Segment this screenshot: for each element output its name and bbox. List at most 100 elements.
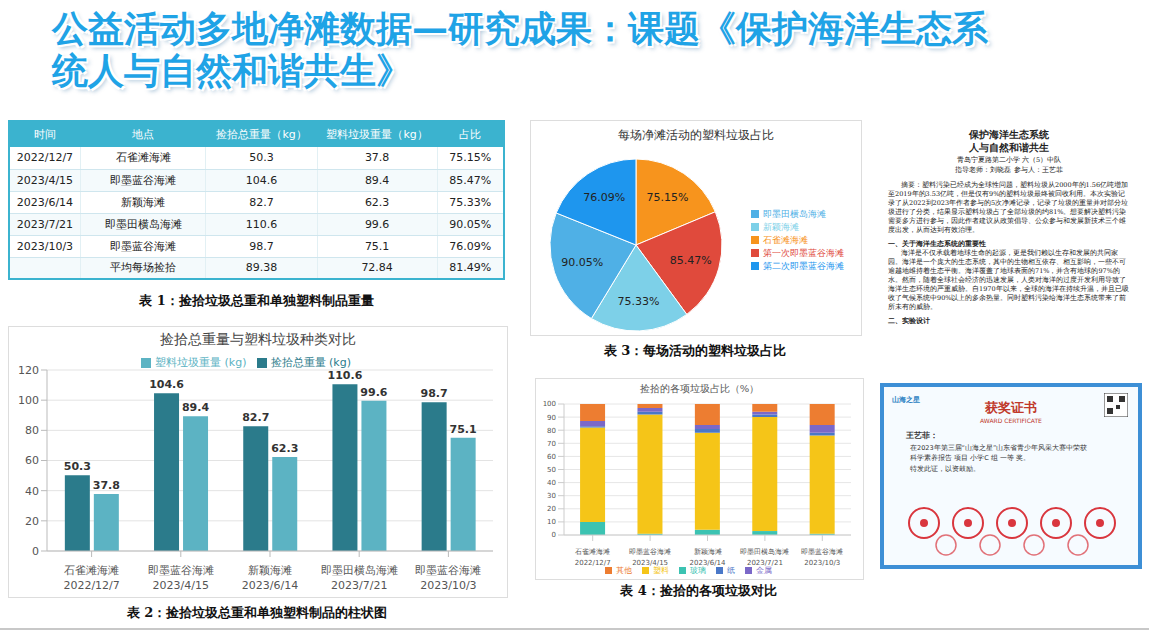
svg-text:即墨蓝谷海滩: 即墨蓝谷海滩 xyxy=(801,548,843,556)
html-text:62.3: 62.3 xyxy=(364,195,390,209)
svg-text:104.6: 104.6 xyxy=(149,378,184,391)
html-text:75.1: 75.1 xyxy=(364,239,390,253)
svg-text:50.3: 50.3 xyxy=(64,460,91,473)
svg-text:90: 90 xyxy=(547,414,556,422)
html-text:海洋是不仅承载着地球生命的起源，更是我们赖以生存和发展的共同: 海洋是不仅承载着地球生命的起源，更是我们赖以生存和发展的共同家园。海洋是一个庞大… xyxy=(888,249,1129,311)
svg-text:76.09%: 76.09% xyxy=(583,191,625,204)
svg-text:即墨蓝谷海滩: 即墨蓝谷海滩 xyxy=(148,564,214,577)
html-text:76.09%: 76.09% xyxy=(449,239,492,253)
html-text:75.15%: 75.15% xyxy=(449,151,492,165)
svg-text:80: 80 xyxy=(25,424,39,437)
svg-text:20: 20 xyxy=(547,505,556,513)
html-text:捡拾总重量 (kg): 捡拾总重量 (kg) xyxy=(270,356,351,369)
svg-text:石雀滩海滩: 石雀滩海滩 xyxy=(575,548,610,556)
html-text:表 3：每场活动的塑料垃圾占比: 表 3：每场活动的塑料垃圾占比 xyxy=(603,343,787,358)
html-text:81.49%: 81.49% xyxy=(449,261,492,275)
svg-text:99.6: 99.6 xyxy=(360,386,387,399)
html-text:104.6: 104.6 xyxy=(245,173,278,187)
html-text:2022/12/7: 2022/12/7 xyxy=(16,151,74,165)
svg-text:70: 70 xyxy=(547,440,556,448)
svg-text:75.15%: 75.15% xyxy=(646,191,688,204)
html-text:塑料垃圾重量（kg）: 塑料垃圾重量（kg） xyxy=(326,128,428,141)
svg-text:即墨田横岛海滩: 即墨田横岛海滩 xyxy=(321,564,398,577)
svg-text:100: 100 xyxy=(18,394,39,407)
svg-text:即墨田横岛海滩: 即墨田横岛海滩 xyxy=(740,548,789,556)
svg-text:120: 120 xyxy=(18,364,39,377)
html-text:摘要：塑料污染已经成为全球性问题，塑料垃圾从2000年的1.: 摘要：塑料污染已经成为全球性问题，塑料垃圾从2000年的1.56亿吨增加至201… xyxy=(888,181,1129,234)
svg-text:即墨蓝谷海滩: 即墨蓝谷海滩 xyxy=(415,564,481,577)
svg-text:10: 10 xyxy=(547,518,556,526)
svg-text:110.6: 110.6 xyxy=(328,369,363,382)
svg-text:2023/6/14: 2023/6/14 xyxy=(690,559,726,567)
html-text:2023/10/3: 2023/10/3 xyxy=(16,239,74,253)
svg-text:75.33%: 75.33% xyxy=(617,295,659,308)
svg-text:90.05%: 90.05% xyxy=(561,256,603,269)
html-text:即墨蓝谷海滩: 即墨蓝谷海滩 xyxy=(110,173,177,187)
html-text:90.05%: 90.05% xyxy=(449,217,492,231)
svg-text:2023/4/15: 2023/4/15 xyxy=(153,579,209,592)
html-text:110.6: 110.6 xyxy=(245,217,278,231)
html-text:新颖海滩: 新颖海滩 xyxy=(121,195,166,209)
html-text:捡拾总重量（kg）: 捡拾总重量（kg） xyxy=(216,128,307,141)
svg-text:80: 80 xyxy=(547,427,556,435)
html-text:每场净滩活动的塑料垃圾占比: 每场净滩活动的塑料垃圾占比 xyxy=(618,128,774,142)
svg-text:2023/10/3: 2023/10/3 xyxy=(420,579,476,592)
svg-text:2023/6/14: 2023/6/14 xyxy=(242,579,298,592)
html-text:85.47%: 85.47% xyxy=(449,173,492,187)
svg-text:2023/4/15: 2023/4/15 xyxy=(632,559,668,567)
html-text:即墨田横岛海滩: 即墨田横岛海滩 xyxy=(763,208,826,219)
html-text:2023/7/21: 2023/7/21 xyxy=(16,217,74,231)
html-text:72.84: 72.84 xyxy=(361,261,393,275)
html-text:时间: 时间 xyxy=(34,128,57,141)
html-text:82.7: 82.7 xyxy=(249,195,274,209)
html-text:75.33%: 75.33% xyxy=(449,195,492,209)
html-text:表 4：捡拾的各项垃圾对比: 表 4：捡拾的各项垃圾对比 xyxy=(620,583,777,598)
html-text:即墨田横岛海滩: 即墨田横岛海滩 xyxy=(104,217,182,231)
svg-text:60: 60 xyxy=(25,454,39,467)
svg-text:75.1: 75.1 xyxy=(450,423,477,436)
svg-text:100: 100 xyxy=(543,400,556,408)
html-text:表 2：捡拾垃圾总重和单独塑料制品的柱状图: 表 2：捡拾垃圾总重和单独塑料制品的柱状图 xyxy=(126,605,388,620)
html-text:塑料垃圾重量 (kg): 塑料垃圾重量 (kg) xyxy=(155,356,247,369)
html-text:占比: 占比 xyxy=(459,128,481,141)
svg-text:20: 20 xyxy=(25,515,39,528)
html-text:50.3: 50.3 xyxy=(249,151,274,165)
svg-text:0: 0 xyxy=(552,531,556,539)
svg-text:40: 40 xyxy=(25,485,39,498)
svg-text:2022/12/7: 2022/12/7 xyxy=(575,559,611,567)
html-text:89.4: 89.4 xyxy=(364,173,390,187)
svg-text:50: 50 xyxy=(547,466,556,474)
html-text:99.6: 99.6 xyxy=(364,217,390,231)
html-text:公益活动多地净滩数据—研究成果：课题《保护海洋生态系统人与自: 公益活动多地净滩数据—研究成果：课题《保护海洋生态系统人与自然和谐共生》 xyxy=(52,8,988,91)
html-text:37.8: 37.8 xyxy=(364,151,390,165)
html-text:地点: 地点 xyxy=(132,128,155,141)
svg-text:82.7: 82.7 xyxy=(242,411,269,424)
html-text:获奖证书: 获奖证书 xyxy=(985,400,1037,415)
svg-text:2023/10/3: 2023/10/3 xyxy=(804,559,840,567)
svg-text:石雀滩海滩: 石雀滩海滩 xyxy=(64,564,119,577)
svg-text:98.7: 98.7 xyxy=(421,387,448,400)
html-text:2023/4/15: 2023/4/15 xyxy=(16,173,74,187)
svg-text:40: 40 xyxy=(547,479,556,487)
html-text:平均每场捡拾: 平均每场捡拾 xyxy=(110,261,177,275)
svg-text:85.47%: 85.47% xyxy=(670,254,712,267)
html-text:98.7: 98.7 xyxy=(249,239,274,253)
html-text:2023/6/14: 2023/6/14 xyxy=(16,195,74,209)
html-text:89.38: 89.38 xyxy=(245,261,278,275)
html-text:即墨蓝谷海滩: 即墨蓝谷海滩 xyxy=(110,239,177,253)
svg-text:30: 30 xyxy=(547,492,556,500)
svg-text:0: 0 xyxy=(32,545,39,558)
html-text:石雀滩海滩: 石雀滩海滩 xyxy=(115,151,171,165)
html-text:捡拾总重量与塑料垃圾种类对比: 捡拾总重量与塑料垃圾种类对比 xyxy=(160,331,356,347)
svg-text:62.3: 62.3 xyxy=(271,442,298,455)
svg-text:2022/12/7: 2022/12/7 xyxy=(63,579,119,592)
svg-text:37.8: 37.8 xyxy=(93,479,120,492)
svg-text:89.4: 89.4 xyxy=(182,401,209,414)
svg-text:2023/7/21: 2023/7/21 xyxy=(331,579,387,592)
svg-text:新颖海滩: 新颖海滩 xyxy=(248,564,292,577)
html-text:表 1：捡拾垃圾总重和单独塑料制品重量: 表 1：捡拾垃圾总重和单独塑料制品重量 xyxy=(139,293,374,308)
svg-text:即墨蓝谷海滩: 即墨蓝谷海滩 xyxy=(629,548,671,556)
svg-text:2023/7/21: 2023/7/21 xyxy=(747,559,783,567)
svg-text:新颖海滩: 新颖海滩 xyxy=(694,548,722,556)
svg-text:60: 60 xyxy=(547,453,556,461)
